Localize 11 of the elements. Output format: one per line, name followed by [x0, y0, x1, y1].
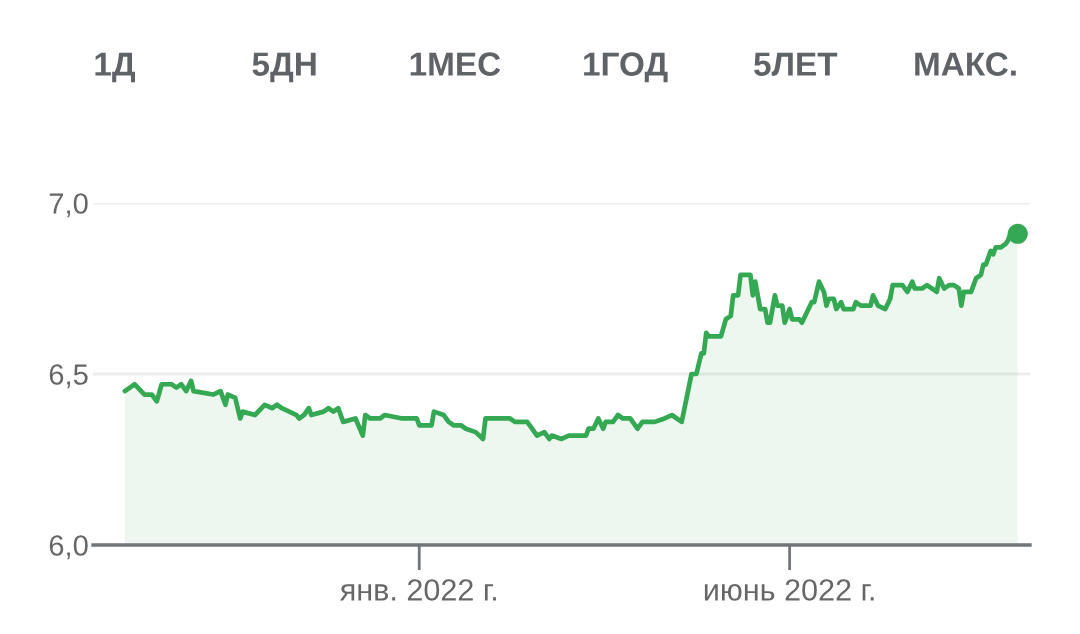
y-tick-label: 6,0 — [49, 535, 88, 560]
text: МАКС. — [915, 52, 1016, 76]
x-tick-label: янв. 2022 г. — [340, 579, 496, 601]
y-tick-label: 6,5 — [49, 364, 88, 389]
text: 1Д — [95, 52, 136, 83]
text: 5ЛЕТ — [754, 52, 838, 76]
text: 5ДН — [252, 52, 316, 83]
x-tick-label: июнь 2022 г. — [704, 579, 874, 601]
y-tick-label: 7,0 — [49, 193, 88, 218]
text: 1ГОД — [584, 52, 668, 83]
text: 1МЕС — [410, 52, 501, 76]
